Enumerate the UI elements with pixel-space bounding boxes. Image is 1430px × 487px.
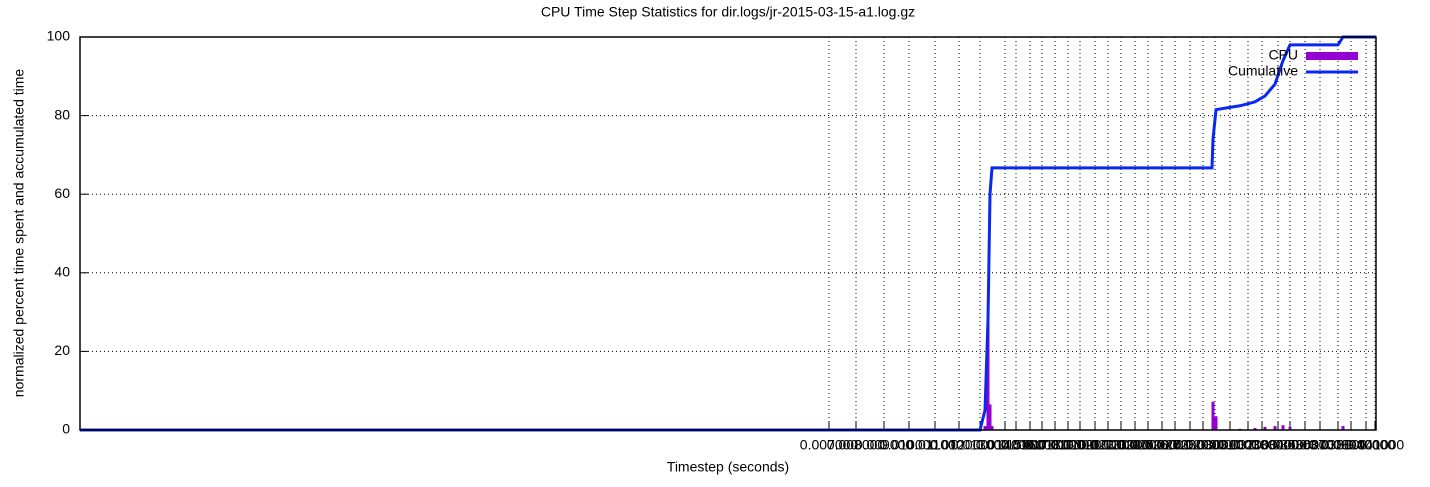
y-tick-label: 0	[62, 421, 70, 437]
y-tick-label: 80	[54, 106, 70, 122]
legend-label: CPU	[1268, 47, 1298, 63]
x-tick-label: 0.018000	[1026, 437, 1085, 453]
legend-label: Cumulative	[1228, 63, 1298, 79]
x-tick-label: 0.010000	[880, 437, 939, 453]
y-tick-label: 60	[54, 185, 70, 201]
x-tick-label: 0.041000	[1346, 437, 1405, 453]
x-tick-label: 0.027000	[1146, 437, 1205, 453]
x-tick-label: 0.019000	[1039, 437, 1098, 453]
chart-title: CPU Time Step Statistics for dir.logs/jr…	[541, 4, 915, 20]
x-tick-label: 0.032000	[1219, 437, 1278, 453]
x-tick-label: 0.035000	[1261, 437, 1320, 453]
y-axis-label: normalized percent time spent and accumu…	[11, 69, 27, 398]
x-axis-label: Timestep (seconds)	[667, 459, 789, 475]
x-tick-label: 0.017000	[1013, 437, 1072, 453]
x-tick-label: 0.012000	[930, 437, 989, 453]
x-tick-label: 0.029000	[1174, 437, 1233, 453]
plot-border	[79, 36, 1377, 431]
x-tick-label: 0.011000	[906, 437, 964, 453]
x-tick-label: 0.007000	[800, 437, 859, 453]
x-tick-label: 0.039000	[1322, 437, 1381, 453]
x-tick-label: 0.034000	[1249, 437, 1308, 453]
legend-swatch	[1306, 52, 1358, 60]
x-tick-label: 0.024000	[1106, 437, 1165, 453]
x-tick-label: 0.037000	[1291, 437, 1350, 453]
x-tick-label: 0.026000	[1133, 437, 1192, 453]
x-tick-label: 0.036000	[1276, 437, 1335, 453]
x-tick-label: 0.022000	[1079, 437, 1138, 453]
x-tick-label: 0.020000	[1051, 437, 1110, 453]
x-tick-label: 0.015000	[987, 437, 1046, 453]
y-tick-label: 100	[47, 28, 71, 44]
x-tick-label: 0.031000	[1201, 437, 1260, 453]
x-tick-label: 0.025000	[1119, 437, 1178, 453]
x-tick-label: 0.014000	[976, 437, 1035, 453]
y-tick-label: 20	[54, 342, 70, 358]
x-tick-label: 0.023000	[1092, 437, 1151, 453]
y-tick-label: 40	[54, 264, 70, 280]
x-tick-label: 0.021000	[1066, 437, 1125, 453]
x-tick-label: 0.040000	[1337, 437, 1396, 453]
x-tick-label: 0.009000	[855, 437, 914, 453]
x-tick-label: 0.008000	[827, 437, 886, 453]
x-tick-label: 0.013000	[951, 437, 1010, 453]
x-tick-label: 0.028000	[1161, 437, 1220, 453]
x-tick-label: 0.016000	[1001, 437, 1060, 453]
x-tick-label: 0.038000	[1309, 437, 1368, 453]
cumulative-line	[80, 35, 1376, 432]
x-tick-label: 0.030000	[1186, 437, 1245, 453]
x-tick-label: 0.033000	[1233, 437, 1292, 453]
